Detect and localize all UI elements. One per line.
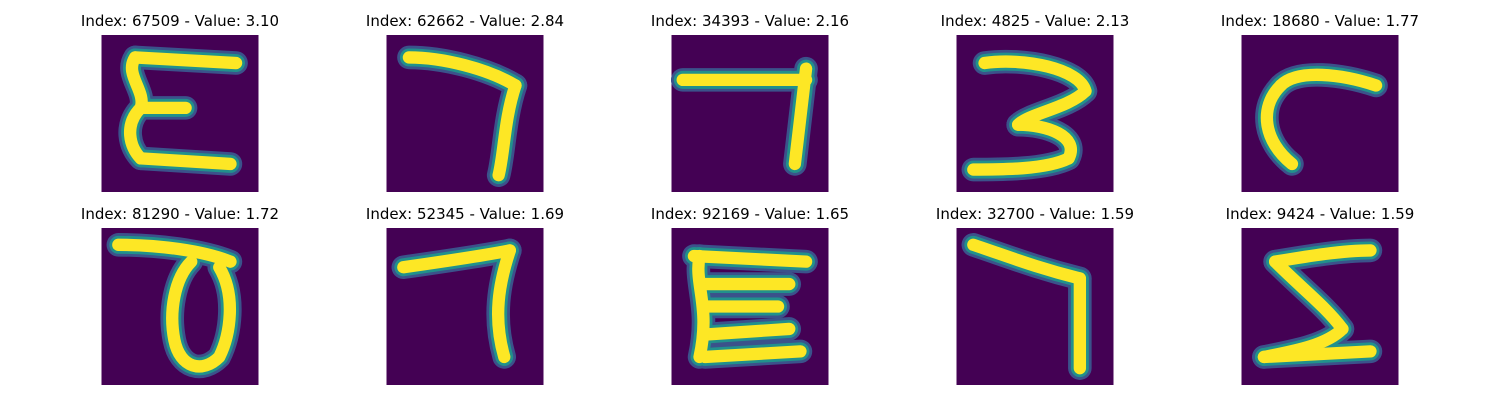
panel-5: Index: 18680 - Value: 1.77	[1220, 12, 1420, 197]
panel-4: Index: 4825 - Value: 2.13	[935, 12, 1135, 197]
panel-1: Index: 67509 - Value: 3.10	[80, 12, 280, 197]
digit-image	[671, 35, 829, 192]
panel-7: Index: 52345 - Value: 1.69	[365, 205, 565, 390]
digit-image	[956, 35, 1114, 192]
panel-title: Index: 81290 - Value: 1.72	[80, 205, 280, 223]
digit-image	[671, 228, 829, 385]
digit-image	[386, 35, 544, 192]
panel-title: Index: 62662 - Value: 2.84	[365, 12, 565, 30]
digit-image	[386, 228, 544, 385]
panel-title: Index: 4825 - Value: 2.13	[940, 12, 1130, 30]
panel-3: Index: 34393 - Value: 2.16	[650, 12, 850, 197]
digit-image	[1241, 228, 1399, 385]
panel-9: Index: 32700 - Value: 1.59	[935, 205, 1135, 390]
panel-title: Index: 9424 - Value: 1.59	[1225, 205, 1415, 223]
digit-image	[1241, 35, 1399, 192]
panel-title: Index: 18680 - Value: 1.77	[1220, 12, 1420, 30]
panel-title: Index: 92169 - Value: 1.65	[650, 205, 850, 223]
digit-image	[956, 228, 1114, 385]
digit-image	[101, 228, 259, 385]
panel-2: Index: 62662 - Value: 2.84	[365, 12, 565, 197]
panel-title: Index: 67509 - Value: 3.10	[80, 12, 280, 30]
panel-6: Index: 81290 - Value: 1.72	[80, 205, 280, 390]
panel-10: Index: 9424 - Value: 1.59	[1220, 205, 1420, 390]
panel-title: Index: 52345 - Value: 1.69	[365, 205, 565, 223]
panel-title: Index: 34393 - Value: 2.16	[650, 12, 850, 30]
panel-8: Index: 92169 - Value: 1.65	[650, 205, 850, 390]
panel-title: Index: 32700 - Value: 1.59	[935, 205, 1135, 223]
digit-image	[101, 35, 259, 192]
